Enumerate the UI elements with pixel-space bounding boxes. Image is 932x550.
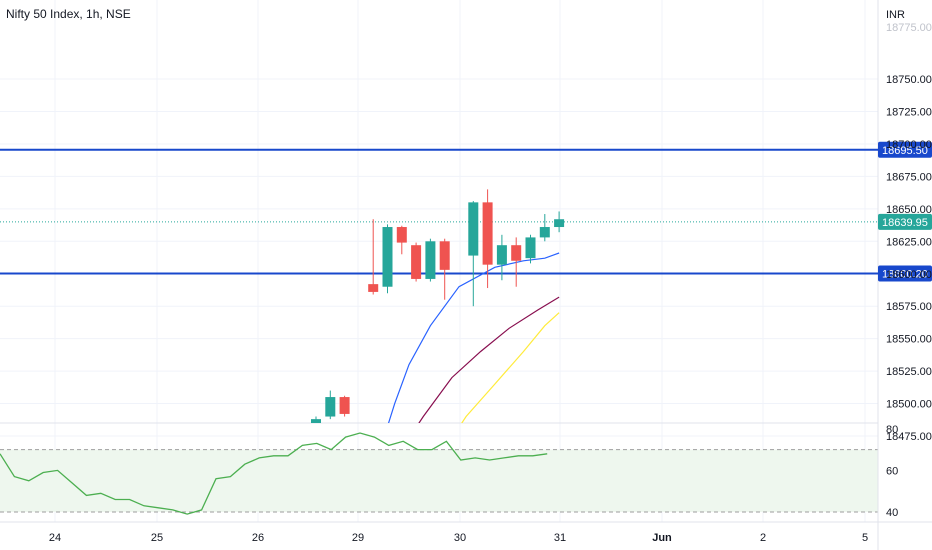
- indicator-tick-label: 40: [886, 507, 898, 519]
- price-tick-label: 18750.00: [886, 74, 932, 86]
- clipped-top-label: 18775.00: [886, 22, 932, 34]
- candle-down: [482, 189, 493, 289]
- price-tick-label: 18525.00: [886, 366, 932, 378]
- candle-up: [496, 234, 507, 281]
- horizontal-grid: [0, 78, 878, 437]
- candle-body: [439, 241, 450, 270]
- candle-down: [339, 395, 350, 417]
- candle-body: [468, 202, 479, 256]
- candle-down: [439, 238, 450, 300]
- ma-fast-line: [387, 252, 560, 423]
- time-axis[interactable]: 24 25 26 29 30 31 Jun 2 5: [49, 532, 868, 544]
- time-tick-label: 29: [352, 532, 364, 544]
- price-tick-label: 18600.00: [886, 269, 932, 281]
- time-tick-label: 31: [554, 532, 566, 544]
- price-tick-label: 18650.00: [886, 204, 932, 216]
- last-price-tag-label: 18639.95: [882, 217, 928, 229]
- candle-body: [382, 227, 393, 287]
- price-axis[interactable]: 18750.00 18725.00 18700.00 18675.00 18650.00…: [886, 74, 932, 443]
- price-tick-label: 18675.00: [886, 171, 932, 183]
- candle-body: [511, 245, 522, 261]
- vertical-grid: [54, 0, 866, 522]
- candle-body: [525, 237, 536, 259]
- time-tick-label: 5: [862, 532, 868, 544]
- candle-body: [425, 241, 436, 279]
- candle-up: [425, 238, 436, 282]
- candle-body: [411, 245, 422, 279]
- rsi-band-fill: [0, 449, 878, 512]
- price-tick-label: 18625.00: [886, 236, 932, 248]
- candle-body: [554, 219, 565, 228]
- price-line-tag: [878, 265, 932, 282]
- candle-body: [396, 227, 407, 243]
- price-line-tag-label: 18600.20: [882, 268, 928, 280]
- price-line-tag: [878, 141, 932, 158]
- candle-body: [539, 227, 550, 238]
- candle-down: [511, 237, 522, 287]
- candles: [311, 189, 565, 423]
- price-tick-label: 18550.00: [886, 334, 932, 346]
- candle-up: [468, 201, 479, 307]
- price-line-tag-label: 18695.50: [882, 145, 928, 157]
- candle-body: [325, 397, 336, 417]
- indicator-tick-label: 60: [886, 465, 898, 477]
- candle-body: [339, 397, 350, 414]
- time-tick-label: 26: [252, 532, 264, 544]
- indicator-tick-label: 80: [886, 424, 898, 436]
- candle-down: [396, 225, 407, 255]
- candle-body: [482, 202, 493, 265]
- candle-body: [496, 245, 507, 265]
- currency-label: INR: [886, 9, 905, 21]
- time-tick-label: 30: [454, 532, 466, 544]
- rsi-line: [0, 432, 548, 515]
- time-tick-label: 24: [49, 532, 61, 544]
- time-tick-label: 2: [760, 532, 766, 544]
- last-price-tag: [878, 213, 932, 230]
- candle-up: [554, 211, 565, 233]
- price-tick-label: 18575.00: [886, 301, 932, 313]
- price-tick-label: 18475.00: [886, 431, 932, 443]
- symbol-label[interactable]: Nifty 50 Index, 1h, NSE: [6, 7, 131, 21]
- price-tick-label: 18500.00: [886, 399, 932, 411]
- candle-up: [311, 416, 321, 423]
- candle-up: [382, 224, 393, 294]
- indicator-axis[interactable]: 80 60 40: [886, 424, 898, 519]
- candle-up: [325, 390, 336, 420]
- candle-up: [539, 214, 550, 242]
- candle-body: [368, 284, 379, 292]
- candle-down: [411, 242, 422, 282]
- moving-averages: [387, 252, 560, 423]
- candle-up: [525, 234, 536, 264]
- candle-body: [311, 419, 321, 423]
- price-tick-label: 18700.00: [886, 139, 932, 151]
- candle-down: [368, 219, 379, 295]
- time-tick-label: Jun: [652, 532, 672, 544]
- horizontal-price-lines[interactable]: 18695.50 18600.20 18639.95: [0, 141, 932, 282]
- rsi-indicator: [0, 432, 548, 515]
- ma-slow-line: [461, 312, 560, 423]
- time-tick-label: 25: [151, 532, 163, 544]
- ma-mid-line: [418, 296, 560, 423]
- price-tick-label: 18725.00: [886, 107, 932, 119]
